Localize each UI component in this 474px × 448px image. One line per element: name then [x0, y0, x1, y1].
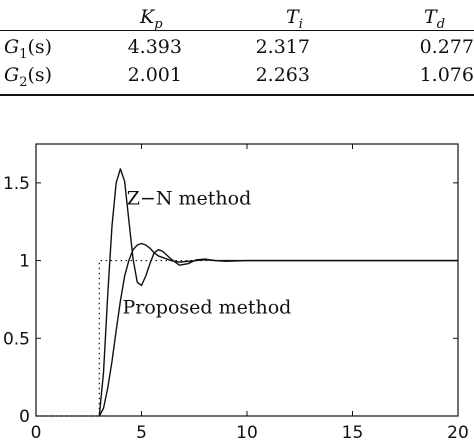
annotation-proposed-method: Proposed method	[123, 296, 292, 318]
annotation-zn-method: Z−N method	[127, 188, 252, 210]
x-tick-label: 10	[236, 423, 258, 443]
g2-td-value: 1.076	[419, 64, 474, 86]
x-tick-label: 20	[447, 423, 469, 443]
g2-ti-value: 2.263	[255, 64, 310, 86]
plot-frame	[35, 143, 459, 417]
g1-ti-value: 2.317	[255, 36, 310, 58]
plot-series	[36, 168, 458, 417]
header-ti: Ti	[286, 6, 303, 32]
y-tick-label: 1.5	[3, 174, 30, 194]
g1-kp-value: 4.393	[127, 36, 182, 58]
g2-kp-value: 2.001	[127, 64, 182, 86]
header-td: Td	[424, 6, 446, 32]
pid-parameter-table: Kp Ti Td G1(s) 4.393 2.317 0.277 G2(s) 2…	[0, 0, 474, 100]
table-rule-middle	[0, 30, 474, 31]
row-label-g1: G1(s)	[4, 36, 53, 62]
x-tick-label: 5	[136, 423, 147, 443]
y-tick-label: 0	[19, 407, 30, 427]
table-rule-bottom	[0, 94, 474, 96]
header-kp: Kp	[140, 6, 163, 32]
g1-td-value: 0.277	[419, 36, 474, 58]
x-tick-label: 15	[342, 423, 364, 443]
y-tick-label: 0.5	[3, 329, 30, 349]
y-tick-label: 1	[19, 252, 30, 272]
setpoint-step-line	[36, 259, 458, 417]
step-response-chart: 0 5 10 15 20 0 0.5 1 1.5 Z−N method Proposed meth…	[3, 143, 469, 443]
plot-axes	[35, 143, 459, 417]
row-label-g2: G2(s)	[4, 64, 53, 90]
proposed-method-response-line	[98, 242, 458, 417]
x-tick-label: 0	[31, 423, 42, 443]
plot-annotations: Z−N method Proposed method	[123, 188, 292, 319]
